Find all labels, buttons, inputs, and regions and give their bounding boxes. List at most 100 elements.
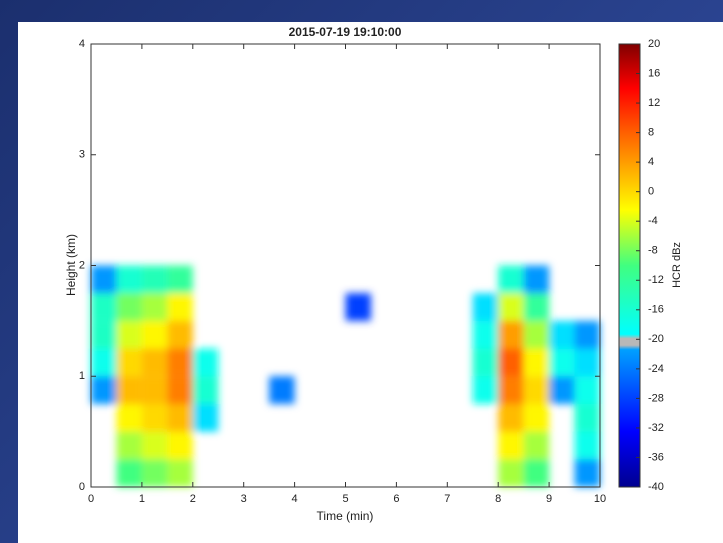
reflectivity-cell [498,459,524,487]
colorbar-tick-label: 16 [648,67,660,79]
y-tick-label: 4 [79,38,85,50]
reflectivity-cell [498,376,524,404]
reflectivity-cell [472,376,499,404]
colorbar-tick-label: -8 [648,245,658,257]
y-tick-label: 2 [79,259,85,271]
reflectivity-cell [523,376,550,404]
reflectivity-cell [116,348,142,377]
reflectivity-cell [91,348,117,377]
colorbar-tick-label: 12 [648,97,660,109]
colorbar-tick-label: -20 [648,333,664,345]
reflectivity-cell [116,265,142,294]
reflectivity-cell [116,459,142,487]
reflectivity-cell [167,431,193,460]
reflectivity-cell [167,265,193,294]
radar-field [91,265,600,487]
reflectivity-cell [167,293,193,321]
x-tick-label: 3 [241,493,247,505]
colorbar-tick-label: -24 [648,363,664,375]
x-tick-label: 1 [139,493,145,505]
reflectivity-cell [523,265,550,294]
reflectivity-cell [91,265,117,294]
reflectivity-cell [141,320,168,349]
reflectivity-cell [91,320,117,349]
reflectivity-cell [498,265,524,294]
colorbar-tick-label: -36 [648,451,664,463]
x-tick-label: 0 [88,493,94,505]
reflectivity-cell [523,431,550,460]
reflectivity-cell [141,293,168,321]
x-tick-label: 6 [393,493,399,505]
colorbar-tick-label: -32 [648,422,664,434]
reflectivity-cell [141,376,168,404]
colorbar-tick-label: 0 [648,186,654,198]
reflectivity-cell [498,348,524,377]
reflectivity-cell [167,376,193,404]
reflectivity-cell [549,320,575,349]
y-tick-label: 1 [79,370,85,382]
x-tick-label: 5 [342,493,348,505]
reflectivity-cell [523,459,550,487]
reflectivity-cell [523,403,550,432]
reflectivity-cell [574,348,600,377]
colorbar-tick-label: 20 [648,38,660,50]
colorbar [618,43,641,488]
reflectivity-cell [141,348,168,377]
reflectivity-cell [574,376,600,404]
reflectivity-cell [472,293,499,321]
x-tick-label: 8 [495,493,501,505]
reflectivity-cell [472,348,499,377]
reflectivity-cell [141,265,168,294]
reflectivity-cell [574,403,600,432]
reflectivity-cell [141,459,168,487]
reflectivity-cell [167,348,193,377]
reflectivity-cell [91,293,117,321]
reflectivity-cell [472,320,499,349]
reflectivity-cell [549,348,575,377]
colorbar-tick-label: -40 [648,481,664,493]
reflectivity-cell [167,320,193,349]
reflectivity-cell [523,348,550,377]
reflectivity-cell [116,320,142,349]
reflectivity-cell [549,376,575,404]
colorbar-tick-label: -16 [648,304,664,316]
reflectivity-cell [116,431,142,460]
reflectivity-cell [141,403,168,432]
y-tick-label: 3 [79,149,85,161]
x-tick-label: 2 [190,493,196,505]
reflectivity-cell [523,293,550,321]
reflectivity-cell [574,459,600,487]
reflectivity-cell [192,403,219,432]
reflectivity-cell [498,320,524,349]
reflectivity-cell [498,293,524,321]
x-tick-label: 7 [444,493,450,505]
colorbar-label: HCR dBz [671,242,683,288]
reflectivity-cell [574,320,600,349]
y-axis-label: Height (km) [64,234,78,296]
reflectivity-cell [192,348,219,377]
reflectivity-cell [345,293,371,321]
colorbar-tick-label: -28 [648,392,664,404]
reflectivity-cell [91,376,117,404]
reflectivity-cell [269,376,295,404]
reflectivity-cell [498,431,524,460]
colorbar-tick-label: -12 [648,274,664,286]
x-axis-label: Time (min) [317,509,374,523]
reflectivity-cell [574,431,600,460]
reflectivity-cell [116,403,142,432]
reflectivity-cell [192,376,219,404]
chart-title: 2015-07-19 19:10:00 [289,25,402,39]
reflectivity-cell [523,320,550,349]
colorbar-tick-label: 8 [648,127,654,139]
colorbar-tick-label: 4 [648,156,654,168]
x-tick-label: 4 [292,493,298,505]
reflectivity-cell [167,403,193,432]
reflectivity-cell [141,431,168,460]
colorbar-tick-label: -4 [648,215,658,227]
x-tick-label: 9 [546,493,552,505]
y-tick-label: 0 [79,481,85,493]
x-tick-label: 10 [594,493,606,505]
reflectivity-cell [167,459,193,487]
